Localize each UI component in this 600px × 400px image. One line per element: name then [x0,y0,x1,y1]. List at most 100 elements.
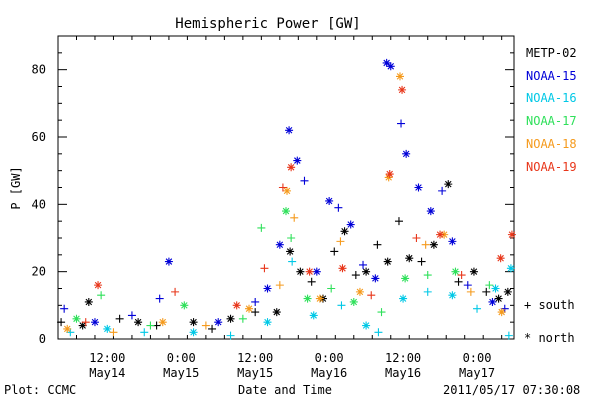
data-point-north [488,297,497,306]
data-point-north [296,267,305,276]
data-point-south [238,314,247,323]
x-tick-label-time: 12:00 [89,351,125,365]
data-point-north [497,308,506,317]
data-point-south [127,311,136,320]
data-point-north [283,186,292,195]
data-point-north [396,72,404,81]
data-point-south [351,271,360,280]
data-point-north [72,314,81,323]
data-point-north [340,227,349,236]
x-tick-label-date: May16 [385,366,421,380]
data-point-north [496,254,505,263]
data-point-south [377,308,386,317]
y-axis-ticks: 0 20 40 60 80 [32,35,514,346]
legend-item-noaa-19: NOAA-19 [526,159,577,174]
data-point-south [337,301,346,310]
data-point-south [140,328,149,337]
data-point-south [397,119,406,128]
legend-item-noaa-15: NOAA-15 [526,68,577,83]
data-point-north [63,324,72,333]
data-point-north [338,264,347,273]
data-point-north [78,321,87,330]
data-point-north [226,314,235,323]
data-point-north [385,170,394,179]
data-point-north [293,156,302,165]
y-axis-label: P [GW] [9,166,23,209]
data-point-north [507,230,516,239]
data-point-north [426,207,435,216]
x-tick-label-date: May14 [89,366,125,380]
data-point-north [405,254,414,263]
data-point-south [307,277,316,286]
data-point-south [417,257,426,266]
data-point-north [494,294,503,303]
data-point-north [263,284,272,293]
data-point-south [251,297,260,306]
data-point-north [286,247,295,256]
data-point-south [330,247,339,256]
data-point-north [371,274,380,283]
x-tick-label-time: 12:00 [237,351,273,365]
data-point-south [482,287,491,296]
data-point-north [214,318,223,327]
series-noaa-19 [81,85,516,327]
series-legend: METP-02 NOAA-15 NOAA-16 NOAA-17 NOAA-18 NOAA-… [526,42,577,178]
data-point-south [278,183,287,192]
series-noaa-15 [60,58,509,327]
data-point-north [448,237,457,246]
x-axis-label: Date and Time [238,383,332,397]
data-point-south [201,321,210,330]
data-point-north [305,267,314,276]
data-point-south [394,217,403,226]
data-point-north [315,294,324,303]
data-point-south [146,321,155,330]
legend-item-noaa-16: NOAA-16 [526,91,577,106]
x-tick-label-date: May17 [459,366,495,380]
data-point-south [226,331,235,340]
data-point-south [473,304,482,313]
data-point-north [451,267,460,276]
data-point-south [421,240,430,249]
data-point-north [272,308,281,317]
data-point-north [506,264,515,273]
data-point-south [171,287,180,296]
series-noaa-17 [72,207,494,330]
data-point-south [359,260,368,269]
data-point-south [257,223,266,232]
data-point-south [367,291,376,300]
data-point-north [285,126,294,135]
data-point-north [383,257,392,266]
data-point-north [382,58,391,67]
y-tick-label: 20 [32,265,46,279]
data-point-north [362,321,371,330]
data-point-north [429,240,438,249]
x-tick-label-date: May15 [237,366,273,380]
data-point-south [336,237,345,246]
data-point-north [189,318,198,327]
y-tick-label: 40 [32,197,46,211]
data-point-north [448,291,457,300]
data-point-north [103,324,112,333]
data-point-north [346,220,355,229]
legend-item-metp-02: METP-02 [526,46,577,60]
y-tick-label: 60 [32,130,46,144]
data-point-south [155,294,164,303]
data-point-south [373,240,382,249]
data-point-south [251,308,260,317]
data-point-south [457,271,466,280]
data-point-south [334,203,343,212]
data-point-south [466,287,475,296]
data-point-north [287,163,296,172]
data-point-south [438,186,447,195]
x-tick-label-time: 0:00 [463,351,492,365]
data-point-north [386,62,395,71]
data-point-north [401,274,410,283]
data-point-south [290,213,299,222]
data-point-south [208,324,217,333]
data-point-north [349,297,358,306]
data-point-south [260,264,269,273]
x-tick-label-date: May16 [311,366,347,380]
data-point-north [180,301,189,310]
data-point-north [90,318,99,327]
